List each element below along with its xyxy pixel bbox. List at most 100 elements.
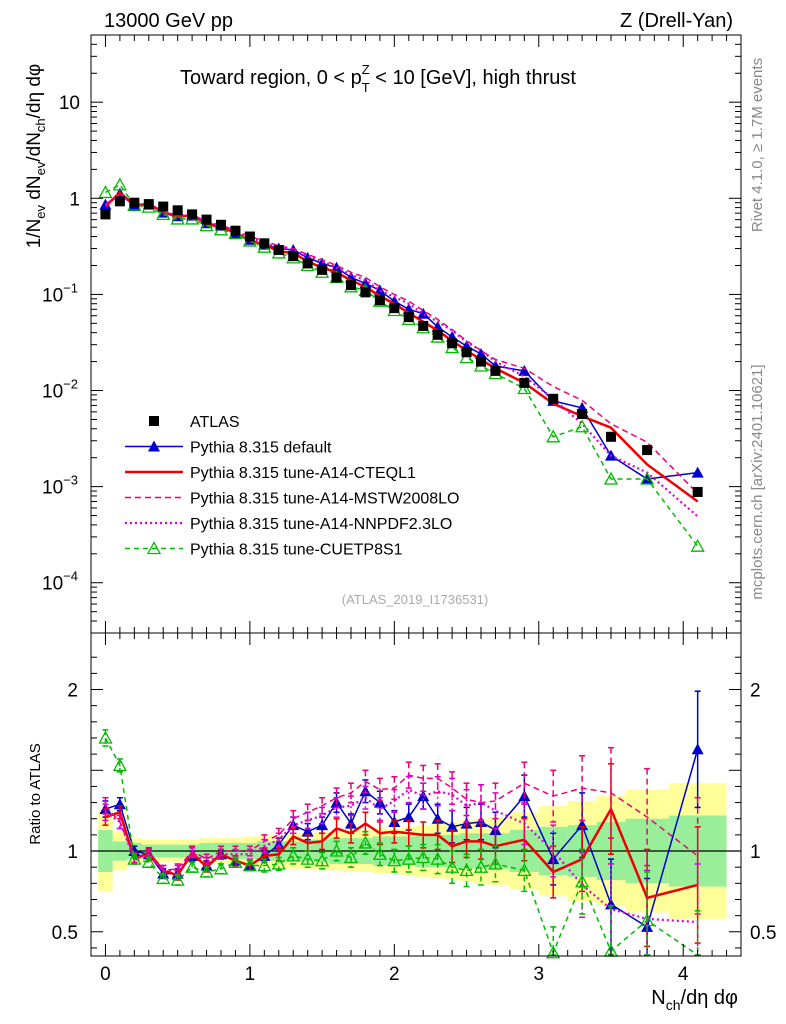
main-y-axis-label: 1/Nev dNev/dNch/dη dφ	[24, 64, 48, 249]
main-point-atlas	[201, 214, 212, 225]
ratio-point-cuetp8s1	[343, 850, 359, 864]
main-point-default	[417, 307, 430, 319]
y-tick-label: 1	[69, 189, 80, 210]
ratio-y-tick-label-right: 1	[750, 842, 761, 863]
ratio-point-default	[691, 743, 704, 755]
legend-label-atlas: ATLAS	[190, 414, 240, 431]
ratio-point-default	[373, 796, 386, 808]
main-point-atlas	[187, 209, 198, 220]
main-point-cuetp8s1	[98, 185, 113, 199]
main-point-atlas	[389, 303, 400, 314]
ratio-point-cuetp8s1	[213, 861, 229, 875]
ratio-point-cuetp8s1	[286, 848, 301, 862]
main-point-cuetp8s1	[546, 429, 561, 443]
ratio-point-default	[417, 790, 430, 802]
y-tick-label: 10−1	[42, 280, 78, 306]
legend-label-default: Pythia 8.315 default	[190, 440, 332, 457]
main-point-atlas	[288, 251, 299, 262]
ratio-series-layer	[98, 690, 704, 959]
main-point-cuetp8s1	[603, 471, 619, 485]
ratio-point-cuetp8s1	[199, 864, 214, 878]
main-point-default	[373, 284, 386, 296]
main-point-atlas	[548, 393, 559, 404]
ratio-point-cuetp8s1	[459, 863, 474, 877]
main-point-atlas	[432, 329, 443, 340]
main-frame	[90, 34, 742, 634]
ratio-point-cuetp8s1	[387, 853, 402, 867]
main-point-atlas	[114, 196, 125, 207]
main-point-atlas	[642, 445, 653, 456]
main-point-atlas	[302, 258, 313, 269]
legend-label-cuetp8s1: Pythia 8.315 tune-CUETP8S1	[190, 542, 403, 559]
legend-marker-atlas	[149, 416, 159, 426]
y-tick-label: 10−4	[42, 569, 78, 595]
main-point-atlas	[476, 356, 486, 367]
ratio-axis-ticks: 0 1 2 3 4 0.5 0.5 1 1 2 2	[52, 633, 776, 985]
legend-label-nnpdf: Pythia 8.315 tune-A14-NNPDF2.3LO	[190, 516, 452, 533]
x-tick-label: 4	[678, 964, 689, 985]
ratio-uncertainty-band	[91, 783, 741, 919]
ratio-point-cuetp8s1	[98, 730, 113, 744]
main-point-cuetp8s1	[640, 471, 655, 485]
main-point-atlas	[129, 197, 140, 208]
ratio-point-cuetp8s1	[401, 851, 416, 865]
main-point-default	[475, 347, 487, 359]
ratio-point-default	[316, 819, 329, 831]
ratio-y-tick-label-right: 0.5	[750, 923, 776, 944]
ratio-point-cuetp8s1	[416, 850, 431, 864]
main-point-atlas	[606, 431, 616, 442]
ratio-point-cuetp8s1	[488, 856, 503, 870]
header-process: Z (Drell-Yan)	[620, 10, 733, 32]
main-point-cuetp8s1	[575, 419, 590, 433]
mcplots-label: mcplots.cern.ch [arXiv:2401.10621]	[749, 364, 766, 599]
ratio-point-cuetp8s1	[242, 858, 257, 872]
main-point-atlas	[273, 244, 284, 255]
main-point-default	[518, 364, 531, 376]
main-line-cteql1	[104, 190, 699, 503]
ratio-point-cuetp8s1	[112, 758, 127, 772]
ratio-point-cuetp8s1	[430, 851, 445, 865]
y-tick-label: 10−2	[42, 377, 78, 403]
main-point-atlas	[143, 199, 154, 210]
ratio-point-cuetp8s1	[473, 859, 489, 873]
main-point-cuetp8s1	[690, 538, 705, 552]
x-tick-label: 0	[100, 964, 111, 985]
main-series-layer	[98, 177, 705, 552]
ratio-point-cuetp8s1	[372, 846, 387, 860]
legend-label-mstw: Pythia 8.315 tune-A14-MSTW2008LO	[190, 491, 459, 508]
main-point-atlas	[418, 320, 429, 331]
main-point-atlas	[519, 377, 530, 388]
main-point-atlas	[447, 338, 458, 349]
main-point-atlas	[100, 209, 111, 220]
main-title: Toward region, 0 < pTZ < 10 [GeV], high …	[180, 62, 576, 95]
ratio-panel: 0 1 2 3 4 0.5 0.5 1 1 2 2 Ratio to ATLAS Nch/dη dφ	[27, 632, 776, 1013]
ratio-y-axis-label: Ratio to ATLAS	[27, 743, 44, 844]
ratio-point-default	[301, 825, 314, 837]
main-point-atlas	[346, 280, 356, 291]
main-point-cuetp8s1	[170, 211, 185, 225]
ratio-point-cuetp8s1	[156, 871, 171, 885]
y-tick-label: 10	[59, 93, 80, 114]
main-point-atlas	[577, 408, 588, 419]
ratio-point-cuetp8s1	[315, 853, 330, 867]
ratio-point-cuetp8s1	[640, 913, 655, 927]
ratio-point-default	[402, 811, 415, 823]
ratio-point-cuetp8s1	[228, 854, 243, 868]
ratio-y-tick-label: 2	[67, 681, 78, 702]
legend: ATLAS Pythia 8.315 default Pythia 8.315 tu…	[125, 414, 459, 559]
main-point-cuetp8s1	[156, 207, 171, 221]
main-point-atlas	[403, 312, 414, 323]
ratio-point-cuetp8s1	[546, 945, 561, 959]
ratio-point-cuetp8s1	[329, 843, 344, 857]
ratio-point-cuetp8s1	[358, 835, 373, 849]
ratio-line-nnpdf	[104, 788, 698, 924]
main-point-atlas	[490, 365, 501, 376]
ratio-point-cuetp8s1	[141, 854, 156, 868]
main-line-cuetp8s1	[105, 183, 699, 547]
ratio-point-default	[446, 820, 459, 832]
main-point-cuetp8s1	[112, 177, 127, 191]
main-point-atlas	[360, 287, 371, 298]
ratio-point-cuetp8s1	[517, 863, 532, 877]
ratio-y-tick-label: 1	[67, 842, 78, 863]
main-axis-ticks: 10 1 10−1 10−2 10−3 10−4	[42, 34, 742, 634]
